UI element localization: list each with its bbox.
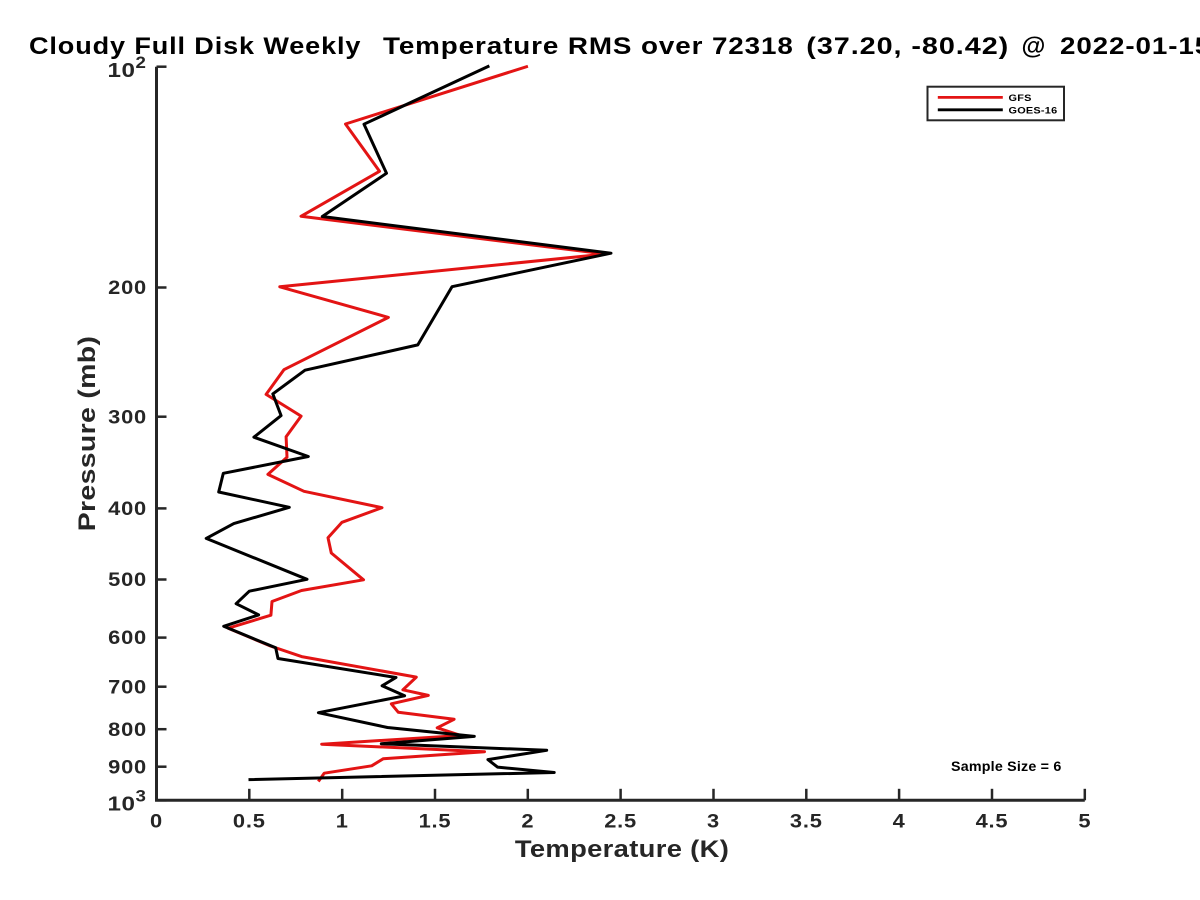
- svg-text:Cloudy Full Disk Weekly: Cloudy Full Disk Weekly: [29, 33, 361, 60]
- svg-text:5: 5: [1078, 811, 1091, 832]
- svg-text:2.5: 2.5: [604, 811, 637, 832]
- svg-text:600: 600: [108, 627, 147, 648]
- svg-text:1.5: 1.5: [419, 811, 452, 832]
- svg-text:3: 3: [136, 786, 146, 805]
- svg-text:(37.20, -80.42): (37.20, -80.42): [806, 32, 1009, 59]
- svg-text:GOES-16: GOES-16: [1009, 106, 1058, 116]
- svg-text:500: 500: [108, 569, 147, 590]
- svg-text:3.5: 3.5: [790, 811, 823, 832]
- svg-text:400: 400: [108, 498, 147, 519]
- svg-text:700: 700: [108, 677, 147, 698]
- svg-text:Temperature (K): Temperature (K): [515, 834, 729, 862]
- svg-text:@: @: [1022, 33, 1047, 60]
- svg-text:4.5: 4.5: [976, 811, 1009, 832]
- svg-text:2022-01-15: 2022-01-15: [1060, 31, 1200, 59]
- svg-text:900: 900: [108, 757, 147, 778]
- svg-text:Sample Size = 6: Sample Size = 6: [951, 758, 1061, 774]
- svg-text:300: 300: [108, 407, 147, 428]
- svg-text:GFS: GFS: [1009, 93, 1032, 103]
- svg-text:10: 10: [108, 792, 136, 815]
- svg-text:0: 0: [150, 811, 163, 832]
- svg-text:3: 3: [707, 811, 720, 832]
- svg-text:10: 10: [108, 59, 136, 82]
- svg-text:800: 800: [108, 719, 147, 740]
- svg-text:Pressure (mb): Pressure (mb): [73, 336, 101, 532]
- svg-text:2: 2: [521, 811, 534, 832]
- svg-text:1: 1: [336, 811, 349, 832]
- svg-text:2: 2: [136, 53, 146, 72]
- svg-text:4: 4: [893, 811, 906, 832]
- svg-text:Temperature RMS over 72318: Temperature RMS over 72318: [383, 31, 794, 59]
- svg-text:0.5: 0.5: [233, 811, 266, 832]
- svg-text:200: 200: [108, 277, 147, 298]
